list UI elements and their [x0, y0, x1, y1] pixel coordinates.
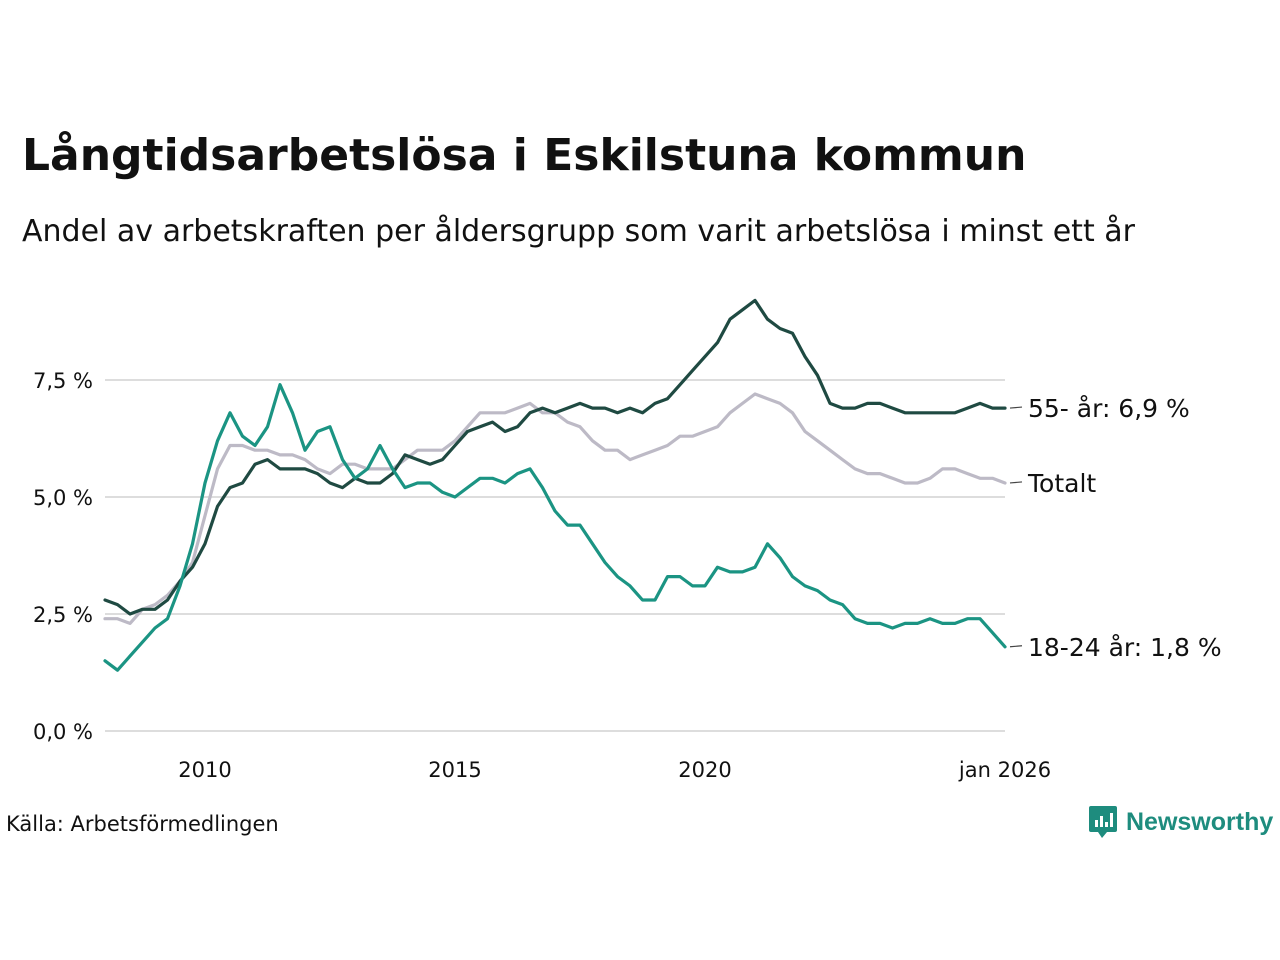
chart-subtitle: Andel av arbetskraften per åldersgrupp s… [22, 214, 1135, 249]
y-tick-label: 0,0 % [33, 720, 93, 744]
series-end-label: Totalt [1027, 469, 1096, 498]
chart-title: Långtidsarbetslösa i Eskilstuna kommun [22, 130, 1027, 181]
grid-layer [105, 379, 1005, 732]
y-axis: 0,0 % 2,5 % 5,0 % 7,5 % [33, 369, 93, 744]
x-axis: 2010 2015 2020 jan 2026 [178, 758, 1051, 782]
series-layer [103, 298, 1007, 672]
label-leader [1009, 406, 1023, 409]
brand-name: Newsworthy [1126, 807, 1274, 836]
series-end-label: 18-24 år: 1,8 % [1028, 633, 1222, 662]
series-end-label: 55- år: 6,9 % [1028, 394, 1190, 423]
x-tick-label: jan 2026 [958, 758, 1051, 782]
newsworthy-logo-icon [1089, 806, 1117, 838]
brand-logo: Newsworthy [1088, 804, 1273, 840]
y-tick-label: 5,0 % [33, 486, 93, 510]
x-tick-label: 2010 [178, 758, 231, 782]
label-leader [1009, 645, 1023, 648]
y-tick-label: 7,5 % [33, 369, 93, 393]
series-labels: Totalt 55- år: 6,9 % 18-24 år: 1,8 % [1009, 394, 1222, 662]
series-line [103, 298, 1007, 616]
x-tick-label: 2020 [678, 758, 731, 782]
y-tick-label: 2,5 % [33, 603, 93, 627]
series-line [103, 383, 1007, 672]
label-leader [1009, 481, 1023, 484]
source-note: Källa: Arbetsförmedlingen [6, 812, 279, 836]
x-tick-label: 2015 [428, 758, 481, 782]
